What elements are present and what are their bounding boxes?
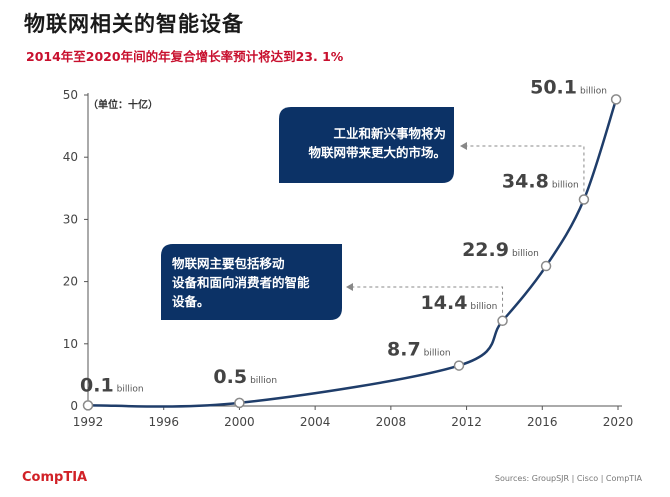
data-label: 50.1 billion (530, 76, 607, 98)
x-tick-label: 2004 (300, 415, 331, 429)
data-point (497, 315, 508, 327)
arrowhead (460, 142, 467, 150)
callout-text: 物联网主要包括移动设备和面向消费者的智能设备。 (172, 256, 310, 309)
data-point (610, 94, 622, 105)
chart-title: 物联网相关的智能设备 (24, 12, 244, 36)
data-label: 14.4 billion (421, 292, 498, 314)
callouts: 工业和新兴事物将为物联网带来更大的市场。物联网主要包括移动设备和面向消费者的智能… (161, 107, 454, 320)
callout-connector (352, 286, 504, 313)
data-point (453, 360, 465, 371)
data-point (234, 397, 245, 409)
data-label: 8.7 billion (387, 339, 451, 361)
data-points (82, 94, 622, 411)
y-tick-label: 10 (63, 337, 78, 351)
x-tick-label: 2000 (224, 415, 255, 429)
x-tick-label: 2008 (376, 415, 407, 429)
x-tick-label: 1996 (148, 415, 179, 429)
x-tick-label: 2016 (527, 415, 558, 429)
data-label: 0.5 billion (213, 366, 277, 388)
callout-connectors (346, 142, 585, 313)
tick-labels: 1992 1996 2000 2004 2008 2012 2016 2020 0 10 20 30 4… (63, 88, 634, 429)
y-tick-label: 0 (70, 399, 78, 413)
y-tick-label: 50 (63, 88, 78, 102)
x-tick-label: 1992 (73, 415, 104, 429)
callout-box (279, 107, 454, 183)
callout-box (161, 244, 342, 320)
y-tick-label: 30 (63, 212, 78, 226)
chart-subtitle: 2014年至2020年间的年复合增长率预计将达到23. 1% (26, 49, 344, 64)
y-tick-label: 40 (63, 150, 78, 164)
data-label: 34.8 billion (502, 170, 579, 192)
callout-text: 工业和新兴事物将为物联网带来更大的市场。 (308, 126, 446, 160)
x-tick-label: 2020 (603, 415, 634, 429)
unit-label: （单位：十亿） (88, 98, 158, 111)
data-labels: 0.1 billion 0.5 billion 8.7 billion 14.4 billio… (80, 76, 607, 396)
comptia-logo: CompTIA (22, 470, 88, 485)
x-tick-label: 2012 (451, 415, 482, 429)
data-point (578, 194, 590, 205)
source-note: Sources: GroupSJR | Cisco | CompTIA (494, 474, 642, 483)
data-label: 22.9 billion (462, 239, 539, 261)
data-point (540, 260, 552, 272)
y-tick-label: 20 (63, 275, 78, 289)
arrowhead (346, 283, 353, 291)
data-point (82, 400, 94, 411)
data-label: 0.1 billion (80, 374, 144, 396)
